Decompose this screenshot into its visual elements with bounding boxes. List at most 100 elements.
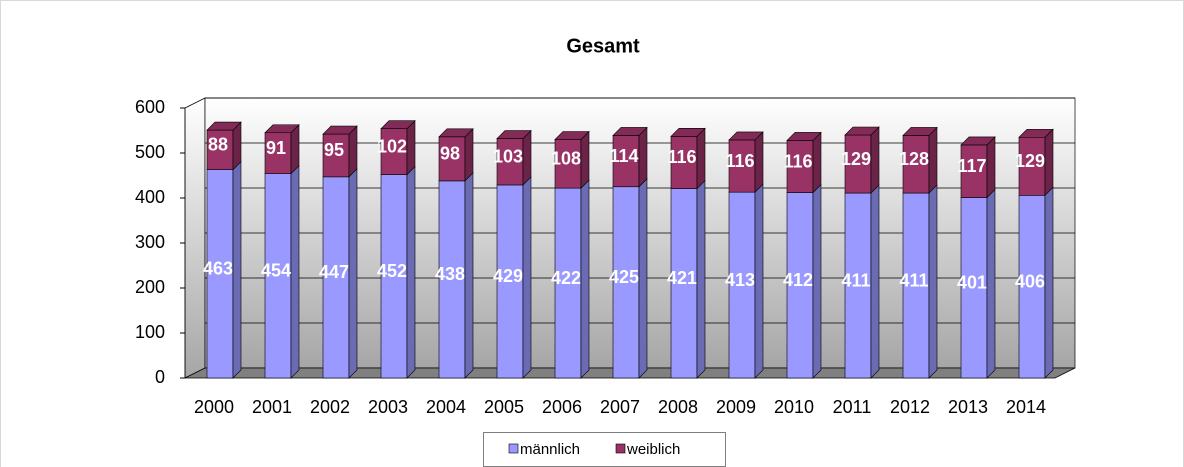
bar-top <box>438 128 474 138</box>
value-label: 129 <box>1015 151 1045 171</box>
value-label: 116 <box>725 151 754 171</box>
bar-top <box>496 130 532 139</box>
bar-top <box>554 131 590 140</box>
x-tick-label: 2000 <box>194 397 234 417</box>
bar-side <box>290 164 300 379</box>
value-label: 421 <box>667 268 697 288</box>
bar-top <box>786 132 822 141</box>
bar <box>380 174 408 379</box>
value-label: 425 <box>609 267 639 287</box>
bar-top <box>264 124 300 134</box>
legend-swatch <box>615 443 626 454</box>
value-label: 412 <box>783 270 813 290</box>
bar <box>670 188 698 379</box>
value-label: 452 <box>377 261 407 281</box>
bar-side <box>754 183 764 379</box>
bar-side <box>406 165 416 379</box>
y-tick-label: 100 <box>135 322 165 342</box>
y-tick-label: 600 <box>135 97 165 117</box>
bar-top <box>322 125 358 135</box>
legend-swatch <box>508 443 519 454</box>
bar-top <box>844 126 880 136</box>
x-tick-label: 2008 <box>658 397 698 417</box>
bar <box>960 197 988 379</box>
bar-side <box>754 131 764 193</box>
bar-top <box>670 128 706 137</box>
bar-side <box>812 131 822 194</box>
value-label: 411 <box>841 270 870 290</box>
bar-side <box>986 136 996 199</box>
value-label: 447 <box>319 262 349 282</box>
bar-side <box>464 128 474 182</box>
x-tick-label: 2004 <box>426 397 466 417</box>
bar-side <box>1044 128 1054 197</box>
x-tick-label: 2012 <box>890 397 930 417</box>
bar <box>612 186 640 379</box>
value-label: 429 <box>493 266 523 286</box>
bar-side <box>638 126 648 188</box>
bar-side <box>870 126 880 194</box>
bar <box>206 129 234 170</box>
value-label: 401 <box>957 273 987 293</box>
value-label: 95 <box>324 140 344 160</box>
value-label: 114 <box>609 146 638 166</box>
bar <box>322 133 350 178</box>
value-label: 116 <box>783 151 812 171</box>
chart-title: Gesamt <box>566 35 640 57</box>
bar <box>206 169 234 379</box>
value-label: 103 <box>493 147 523 167</box>
value-label: 98 <box>440 144 460 164</box>
x-tick-label: 2006 <box>542 397 582 417</box>
bar <box>786 192 814 379</box>
bar-side <box>928 184 938 379</box>
x-tick-label: 2003 <box>368 397 408 417</box>
y-tick-label: 300 <box>135 232 165 252</box>
bar <box>322 176 350 379</box>
bar <box>960 144 988 198</box>
bar <box>844 134 872 194</box>
value-label: 454 <box>261 261 291 281</box>
value-label: 413 <box>725 270 755 290</box>
bar-side <box>870 184 880 379</box>
value-label: 117 <box>957 156 986 176</box>
x-tick-label: 2001 <box>252 397 292 417</box>
value-label: 422 <box>551 268 581 288</box>
y-tick-label: 400 <box>135 187 165 207</box>
bar-side <box>348 125 358 178</box>
value-label: 129 <box>841 149 871 169</box>
x-tick-label: 2007 <box>600 397 640 417</box>
bar-side <box>580 179 590 379</box>
value-label: 102 <box>377 136 407 156</box>
bar <box>902 192 930 379</box>
bar-side <box>348 168 358 379</box>
y-tick-label: 500 <box>135 142 165 162</box>
bar-top <box>1018 128 1054 138</box>
bar-side <box>580 130 590 189</box>
legend-label: weiblich <box>626 441 680 458</box>
value-label: 88 <box>208 135 228 155</box>
bar-top <box>902 127 938 136</box>
bar <box>786 140 814 193</box>
bar-top <box>206 121 242 131</box>
x-tick-label: 2010 <box>774 397 814 417</box>
bar-top <box>728 131 764 141</box>
bar <box>902 135 930 194</box>
side-wall <box>184 97 206 379</box>
bar-side <box>522 176 532 379</box>
bar-side <box>928 126 938 194</box>
value-label: 463 <box>203 259 233 279</box>
bar-side <box>464 172 474 379</box>
bar-side <box>290 124 300 175</box>
bar <box>380 128 408 175</box>
bar <box>612 135 640 188</box>
bar-side <box>638 178 648 379</box>
x-tick-label: 2014 <box>1006 397 1046 417</box>
value-label: 438 <box>435 264 465 284</box>
bar <box>728 139 756 193</box>
bar-side <box>522 129 532 186</box>
bar-side <box>232 160 242 379</box>
value-label: 91 <box>266 138 286 158</box>
value-label: 406 <box>1015 271 1045 291</box>
legend <box>483 432 726 467</box>
bar-side <box>696 179 706 379</box>
